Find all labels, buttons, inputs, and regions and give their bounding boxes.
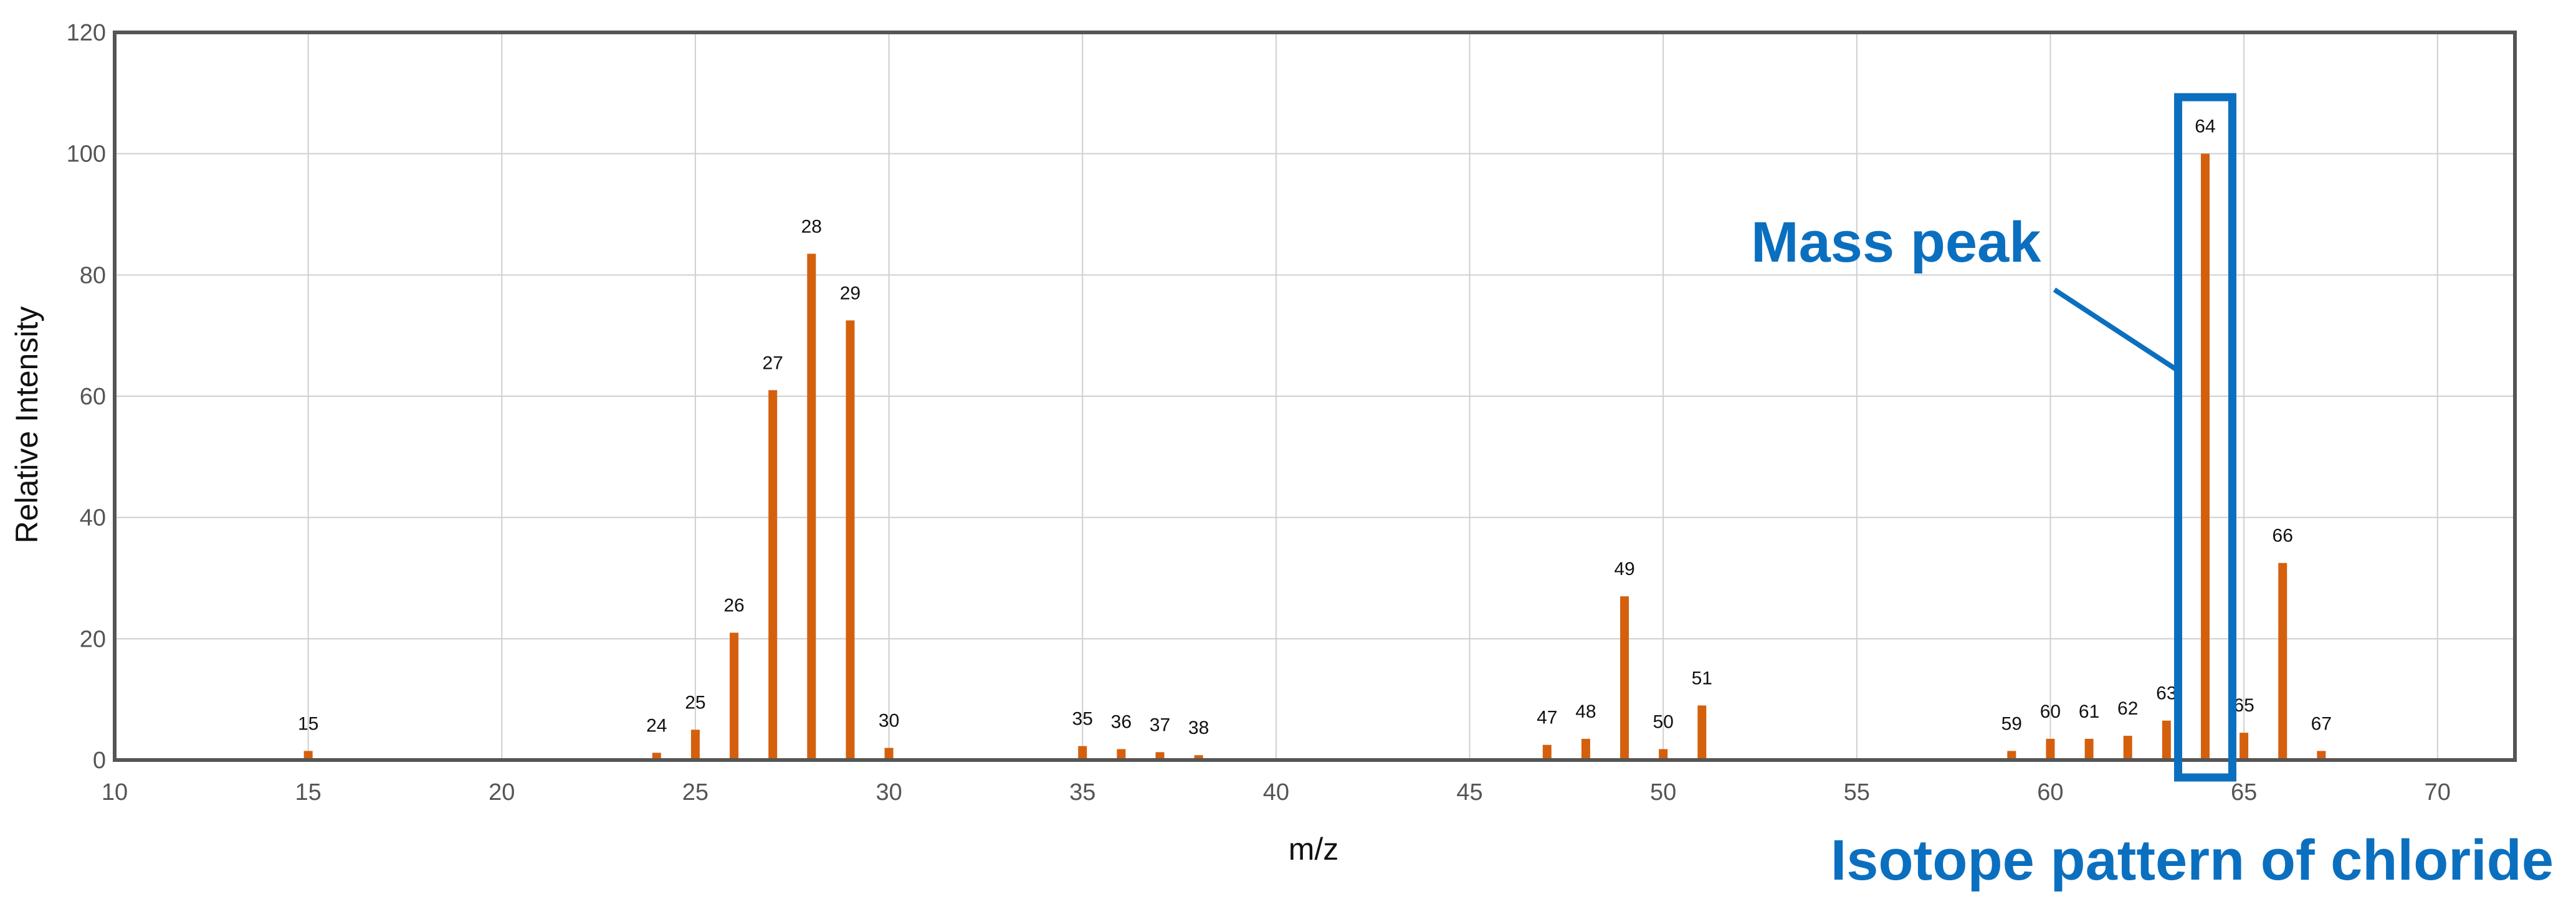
x-tick-label: 65: [2231, 779, 2257, 806]
bar-value-label: 37: [1150, 715, 1170, 735]
y-tick-label: 80: [80, 262, 106, 288]
bar-value-label: 48: [1575, 701, 1596, 722]
isotope-pattern-label: Isotope pattern of chloride: [1831, 829, 2554, 892]
bar-value-label: 36: [1111, 711, 1132, 732]
y-tick-label: 60: [80, 384, 106, 410]
bar: [1117, 749, 1126, 760]
bar-value-label: 63: [2156, 683, 2177, 704]
bar-value-label: 26: [723, 596, 744, 616]
bar-value-label: 65: [2233, 695, 2254, 716]
bar-labels: 15 24 25 26 27 28 29 30 35 36 37 38 47 48 49 50 51 59 60 61…: [298, 116, 2332, 739]
x-tick-labels: 10 15 20 25 30 35 40 45 50 55 60 65 70: [102, 779, 2451, 806]
bar: [2162, 720, 2171, 760]
bar-value-label: 49: [1614, 559, 1634, 579]
x-tick-label: 20: [489, 779, 515, 806]
bar: [807, 254, 816, 760]
bar: [2240, 733, 2249, 760]
bar: [2046, 738, 2055, 760]
mass-peak-pointer-line: [2053, 287, 2179, 373]
bar-value-label: 59: [2001, 713, 2022, 734]
bar: [768, 390, 778, 760]
bar: [2278, 563, 2287, 760]
bar: [846, 320, 855, 760]
bar: [730, 632, 739, 760]
bar-value-label: 66: [2273, 526, 2293, 546]
bar-value-label: 61: [2079, 701, 2099, 722]
bar: [652, 753, 661, 760]
x-tick-label: 60: [2037, 779, 2063, 806]
bar: [2123, 736, 2132, 760]
y-axis-title: Relative Intensity: [9, 307, 44, 544]
bars: [303, 153, 2326, 760]
bar: [884, 748, 894, 760]
bar-value-label: 30: [879, 711, 899, 731]
y-tick-label: 120: [67, 20, 106, 46]
x-tick-label: 40: [1263, 779, 1289, 806]
bar: [1620, 596, 1629, 760]
x-tick-label: 35: [1069, 779, 1095, 806]
bar-value-label: 67: [2311, 713, 2332, 734]
x-tick-label: 50: [1650, 779, 1676, 806]
x-tick-label: 70: [2425, 779, 2451, 806]
x-tick-label: 25: [682, 779, 708, 806]
bar-value-label: 25: [685, 692, 705, 713]
bar-value-label: 15: [298, 713, 318, 734]
bar: [1697, 705, 1707, 760]
x-tick-label: 45: [1456, 779, 1482, 806]
y-tick-labels: 0 20 40 60 80 100 120: [67, 20, 106, 774]
x-tick-label: 10: [102, 779, 128, 806]
y-tick-label: 0: [93, 748, 106, 774]
isotope-highlight-box: [2173, 93, 2236, 782]
bar-value-label: 24: [646, 715, 667, 736]
bar: [2084, 738, 2094, 760]
x-tick-label: 55: [1844, 779, 1870, 806]
plot-frame: [113, 31, 2517, 762]
x-tick-label: 30: [875, 779, 902, 806]
bar: [690, 730, 700, 760]
bar: [2007, 751, 2016, 760]
bar: [1542, 744, 1552, 760]
callout-annotations: Mass peak Isotope pattern of chloride: [1751, 93, 2554, 892]
bar: [2317, 751, 2326, 760]
bar-value-label: 38: [1188, 718, 1209, 738]
bar-value-label: 27: [763, 353, 783, 373]
bar: [1581, 738, 1590, 760]
bar: [1155, 752, 1165, 760]
bar-value-label: 50: [1653, 711, 1673, 732]
mass-peak-label: Mass peak: [1751, 211, 2041, 274]
bar-value-label: 35: [1072, 709, 1093, 730]
grid-lines: [114, 32, 2515, 761]
bar-value-label: 29: [840, 283, 861, 303]
bar: [1659, 749, 1668, 760]
bar-value-label: 51: [1692, 668, 1712, 688]
bar-value-label: 60: [2040, 701, 2061, 722]
y-tick-label: 20: [80, 626, 106, 652]
bar-value-label: 62: [2117, 698, 2138, 719]
bar-value-label: 64: [2195, 116, 2215, 137]
x-axis-title: m/z: [1289, 832, 1339, 867]
bar: [1078, 746, 1087, 760]
x-tick-label: 15: [295, 779, 322, 806]
y-tick-label: 100: [67, 141, 106, 168]
bar-value-label: 28: [801, 216, 822, 237]
bar: [2200, 153, 2210, 760]
bar: [1194, 755, 1203, 760]
y-tick-label: 40: [80, 505, 106, 531]
bar-value-label: 47: [1537, 708, 1557, 728]
bar: [303, 751, 313, 760]
